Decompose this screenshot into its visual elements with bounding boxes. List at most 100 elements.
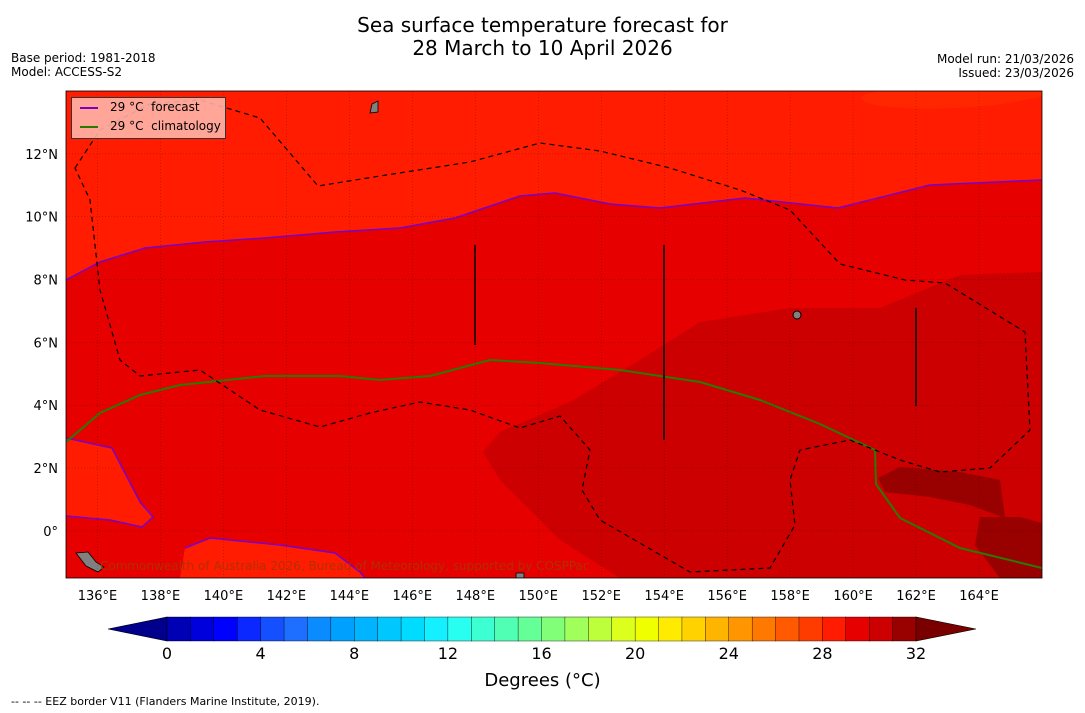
x-tick-label: 158°E [770,589,810,604]
colorbar-swatch [237,616,262,642]
colorbar-swatch [775,616,800,642]
legend-climatology-label: 29 °C climatology [110,119,221,133]
map-field [66,91,1042,578]
colorbar-swatch [213,616,238,642]
colorbar-tick-labels: 0 4 8 12 16 20 24 28 32 [162,644,926,663]
colorbar-swatch [728,616,753,642]
sst-region-hot-patch-2 [975,517,1042,578]
legend: 29 °C forecast 29 °C climatology [71,97,226,139]
forecast-29c-contour-south [66,437,155,528]
footnote: -- -- -- EEZ border V11 (Flanders Marine… [11,695,320,708]
y-tick-label: 0° [43,525,58,540]
colorbar-swatch [283,616,308,642]
colorbar-swatch [447,616,472,642]
colorbar-swatch [377,616,402,642]
colorbar-swatch [588,616,613,642]
colorbar-swatch [845,616,870,642]
colorbar-swatch [400,616,425,642]
colorbar-swatch [822,616,847,642]
y-tick-labels: 0° 2°N 4°N 6°N 8°N 10°N 12°N [25,148,58,540]
colorbar-min-extend [107,616,168,642]
forecast-29c-contour-south-2 [184,537,366,578]
forecast-29c-contour [66,179,1042,281]
climatology-29c-contour [66,358,1042,569]
gridlines [66,91,1042,578]
x-tick-label: 152°E [581,589,621,604]
x-tick-label: 160°E [833,589,873,604]
y-tick-label: 10°N [25,211,58,226]
x-tick-label: 142°E [267,589,307,604]
title-line-2: 28 March to 10 April 2026 [412,36,673,60]
colorbar-swatch [658,616,683,642]
colorbar-swatch [751,616,777,642]
colorbar-tick-label: 16 [531,644,551,663]
colorbar-tick-label: 4 [256,644,266,663]
colorbar-swatch [471,616,496,642]
eez-border [74,99,1031,573]
issued-date: Issued: 23/03/2026 [958,66,1074,80]
sst-region-northeast-cool [861,91,1042,109]
colorbar-swatch [634,616,660,642]
legend-climatology-swatch [80,126,98,128]
colorbar-swatch [541,616,566,642]
x-tick-label: 150°E [518,589,558,604]
colorbar-swatch [798,616,823,642]
model-run: Model run: 21/03/2026 [936,52,1074,66]
x-tick-label: 140°E [204,589,244,604]
meta-left: Base period: 1981-2018 Model: ACCESS-S2 [11,51,156,79]
x-tick-label: 156°E [707,589,747,604]
colorbar-swatch [166,616,191,642]
meta-right: Model run: 21/03/2026 Issued: 23/03/2026 [937,52,1074,80]
colorbar-swatch [892,616,917,642]
colorbar-swatch [190,616,215,642]
y-tick-label: 12°N [25,148,58,163]
colorbar [107,616,977,642]
title-line-1: Sea surface temperature forecast for [357,13,728,37]
sst-region-southwest-cool [66,438,153,527]
model-name: Model: ACCESS-S2 [11,65,123,79]
y-tick-label: 4°N [34,399,59,414]
x-tick-label: 164°E [959,589,999,604]
x-tick-labels: 136°E 138°E 140°E 142°E 144°E 146°E 148°E 150°E… [78,589,999,604]
colorbar-tick-label: 24 [719,644,739,663]
colorbar-swatch [564,616,589,642]
copyright-text: Commonwealth of Australia 2026, Bureau o… [100,559,590,573]
colorbar-swatch [260,616,285,642]
island-pohnpei [792,310,802,320]
x-tick-label: 146°E [393,589,433,604]
sst-region-south-cool [180,538,365,578]
colorbar-swatch [330,616,355,642]
x-tick-label: 136°E [78,589,118,604]
colorbar-tick-label: 0 [162,644,172,663]
island-guam [369,100,379,114]
colorbar-swatch [424,616,449,642]
legend-forecast: 29 °C forecast [72,99,225,117]
colorbar-title: Degrees (°C) [484,670,601,691]
colorbar-swatch [681,616,706,642]
colorbar-swatch [705,616,730,642]
sst-region-hot-patch-1 [878,467,1005,518]
colorbar-tick-label: 28 [812,644,832,663]
colorbar-tick-label: 20 [625,644,645,663]
island-small [515,572,525,578]
x-tick-label: 162°E [896,589,936,604]
x-tick-label: 144°E [330,589,370,604]
x-tick-label: 154°E [644,589,684,604]
legend-forecast-swatch [80,107,98,109]
colorbar-swatch [494,616,519,642]
sst-region-southeast-warm [483,272,1042,578]
colorbar-max-extend [915,616,977,642]
colorbar-tick-label: 32 [906,644,926,663]
colorbar-swatch [611,616,636,642]
x-tick-label: 138°E [141,589,181,604]
y-tick-label: 2°N [34,462,59,477]
colorbar-tick-label: 12 [438,644,458,663]
colorbar-swatch [354,616,379,642]
colorbar-tick-label: 8 [349,644,359,663]
colorbar-swatch [868,616,894,642]
y-tick-label: 8°N [34,274,59,289]
island-png-north [75,551,105,573]
colorbar-swatch [517,616,542,642]
plot-frame [65,90,1043,579]
